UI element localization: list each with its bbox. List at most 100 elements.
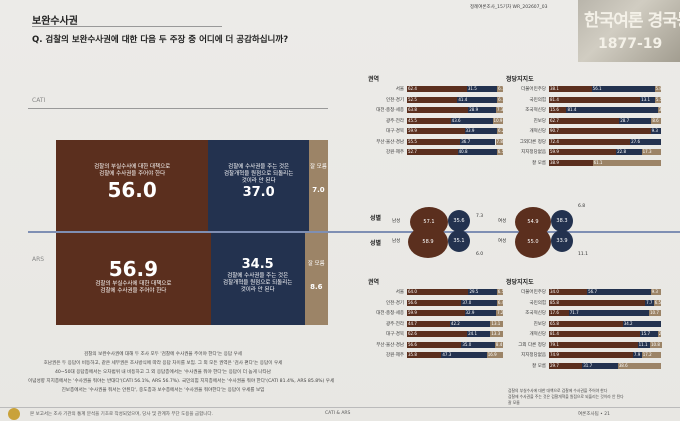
row-segment: 35.0 <box>461 341 495 348</box>
row-label: 서울 <box>395 87 404 92</box>
footer: 본 보고서는 조사 기관의 통계 분석을 기초로 작성되었으며, 당사 및 관계… <box>0 407 680 421</box>
row-label: 진보당 <box>533 118 546 124</box>
panel-cati-party: 정당지지도 더불어민주당 38.1 56.1 5.8 국민의힘 81.4 13.1 5.5 조국혁… <box>506 74 666 184</box>
notes: 검찰의 보완수사권에 대해 두 조사 모두 '검찰에 수사권을 주어야 한다'는… <box>28 350 335 395</box>
segment-label: 잘 모름 <box>310 164 327 170</box>
row-segment: 38.6 <box>617 362 661 369</box>
row-label: 조국혁신당 <box>525 311 546 316</box>
row-segment: 28.7 <box>619 117 652 124</box>
row-segment: 6.5 <box>496 149 503 155</box>
divider-top <box>28 108 328 109</box>
note-line: 이념성향 지지층에서는 '수사권을 줘야는 반대다'(CATI 56.1%, A… <box>28 379 335 384</box>
row-segment: 56.7 <box>587 289 651 295</box>
legend: 검찰의 부실수사에 대한 대책으로 검찰에 수사권을 주어야 한다 검찰에 수사… <box>508 388 624 406</box>
segment-label: 것이라 안 된다 <box>240 287 275 293</box>
panel-ars-party: 정당지지도 더불어민주당 34.0 56.7 9.3 국민의힘 85.8 7.7 6.5 조국혁신… <box>506 277 666 387</box>
ars-male-a: 58.9 <box>408 226 448 258</box>
row-segment: 62.4 <box>407 86 467 92</box>
note-line: 검찰의 보완수사권에 대해 두 조사 모두 '검찰에 수사권을 주어야 한다'는… <box>83 352 243 357</box>
row-segment: 31.5 <box>466 86 498 92</box>
row-segment: 22.8 <box>616 149 642 155</box>
ars-female-b: 33.9 <box>551 230 573 252</box>
panel-title: 권역 <box>368 279 380 286</box>
segment-label: 검찰의 부실수사에 대한 대책으로 <box>95 281 172 287</box>
row-segment: 8.6 <box>651 117 661 124</box>
ars-female-c: 11.1 <box>578 252 589 257</box>
row-segment: 45.5 <box>407 117 451 124</box>
row-label: 인천·경기 <box>386 97 404 103</box>
row-segment: 7.9 <box>632 352 642 358</box>
note-line: 호남권은 두 응답이 비등하고, 같은 세부권은 조사방식에 따라 응답 차이를… <box>43 361 283 366</box>
row-segment: 56.1 <box>591 86 655 92</box>
row-segment: 56.6 <box>407 299 462 306</box>
row-segment: 17.3 <box>641 149 661 155</box>
row-label: 개혁신당 <box>529 129 546 134</box>
male-label: 남성 <box>392 239 401 244</box>
row-segment: 63.8 <box>407 107 469 113</box>
row-label: 더불어민주당 <box>521 290 546 295</box>
mode-label-ars: ARS <box>32 256 45 263</box>
row-segment: 7.2 <box>496 310 503 316</box>
row-segment: 16.9 <box>486 352 503 358</box>
note-line: 40~50대 응답층에서는 오차범위 내 비등하고 그 외 응답층에서는 '수사… <box>54 370 271 375</box>
row-segment: 85.8 <box>549 299 646 306</box>
segment-label: 검찰에 수사권을 주는 것은 <box>227 273 289 279</box>
row-segment: 13.1 <box>640 96 655 103</box>
option-b-segment: 검찰에 수사권을 주는 것은 검찰개혁을 원점으로 되돌리는 것이라 안 된다 37.… <box>208 140 309 232</box>
gender-title-cati: 성별 <box>370 215 382 222</box>
male-label: 남성 <box>392 219 401 224</box>
row-segment: 43.6 <box>450 117 493 124</box>
row-segment: 59.9 <box>407 128 465 134</box>
panel-ars-region: 권역 서울 64.0 29.5 6.5 인천·경기 56.6 37.0 6.4 대전·충청·세종 5… <box>368 277 503 387</box>
row-segment: 24.1 <box>467 331 491 337</box>
legend-item: 검찰에 수사권을 주는 것은 검찰개혁을 원점으로 되돌리는 것이라 안 된다 <box>508 394 624 399</box>
row-label: 그외다른 정당 <box>519 139 546 145</box>
row-label: 국민의힘 <box>529 97 546 103</box>
ars-male-c: 6.0 <box>476 252 484 257</box>
row-segment: 55.5 <box>407 138 461 145</box>
row-label: 인천·경기 <box>386 300 404 306</box>
row-segment: 13.1 <box>490 320 503 327</box>
row-segment: 10.9 <box>492 117 503 124</box>
row-segment: 32.9 <box>464 310 497 316</box>
row-label: 대구·경북 <box>386 129 404 134</box>
row-segment: 6.4 <box>496 299 503 306</box>
mode-label-cati: CATI <box>32 97 46 104</box>
row-label: 대전·충청·세종 <box>376 311 404 316</box>
row-label: 부산·울산·경남 <box>376 342 404 348</box>
row-segment: 47.3 <box>441 352 487 358</box>
row-segment: 6.5 <box>653 299 661 306</box>
panel-cati-region: 권역서울62.431.56.1인천·경기52.541.46.1대전·충청·세종6… <box>368 74 503 184</box>
row-segment: 34.2 <box>622 320 661 327</box>
segment-label: 검찰에 수사권을 주는 것은 <box>228 164 290 170</box>
row-segment: 81.4 <box>566 107 658 113</box>
row-label: 대전·충청·세종 <box>376 108 404 113</box>
row-segment: 37.0 <box>461 299 497 306</box>
sun-logo-icon <box>8 408 20 420</box>
row-label: 잘 모름 <box>532 363 546 369</box>
row-label: 국민의힘 <box>529 300 546 306</box>
row-label: 대구·경북 <box>386 332 404 337</box>
footer-disclaimer: 본 보고서는 조사 기관의 통계 분석을 기초로 작성되었으며, 당사 및 관계… <box>30 412 213 417</box>
row-segment: 17.6 <box>549 310 569 316</box>
header: 보완수사권 Q. 검찰의 보완수사권에 대한 다음 두 주장 중 어디에 더 공… <box>0 0 680 45</box>
segment-label: 것이라 안 된다 <box>241 178 276 184</box>
row-label: 조국혁신당 <box>525 108 546 113</box>
row-segment: 81.4 <box>549 331 641 337</box>
cati-male-c: 7.3 <box>476 214 484 219</box>
option-a-segment: 56.9 검찰의 부실수사에 대한 대책으로 검찰에 수사권을 주어야 한다 <box>56 233 211 325</box>
segment-value: 34.5 <box>241 257 274 272</box>
row-segment: 79.1 <box>549 341 638 348</box>
panel-title: 정당지지도 <box>506 76 534 83</box>
dont-know-segment: 잘 모름 7.0 <box>308 140 328 232</box>
panel-title: 정당지지도 <box>506 279 534 286</box>
segment-label: 검찰에 수사권을 주어야 한다 <box>100 288 167 294</box>
row-label: 광주·전라 <box>386 321 404 327</box>
row-segment: 59.9 <box>407 310 465 316</box>
row-label: 지지정당없음 <box>521 150 546 155</box>
row-segment: 33.9 <box>464 128 498 134</box>
ars-female-a: 55.0 <box>515 226 551 258</box>
publication-info: 정례여론조사_15기차 WR_202607_03 <box>470 5 548 10</box>
legend-item: 검찰의 부실수사에 대한 대책으로 검찰에 수사권을 주어야 한다 <box>508 388 608 393</box>
row-segment: 5.5 <box>654 96 661 103</box>
